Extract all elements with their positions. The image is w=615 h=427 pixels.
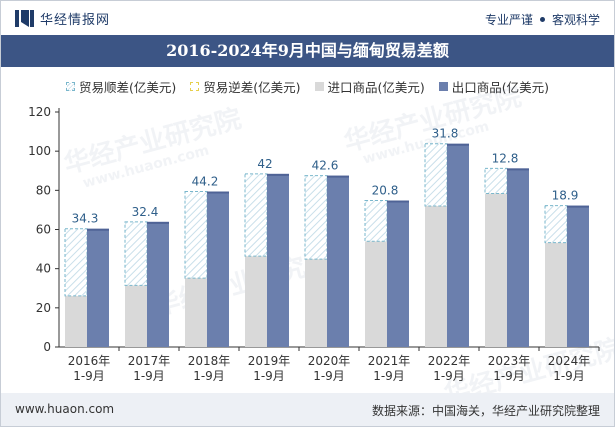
y-tick-label: 60 (36, 223, 51, 237)
footer-source: 数据来源：中国海关，华经产业研究院整理 (371, 404, 600, 418)
import-bar (485, 193, 507, 347)
title-bar: 2016-2024年9月中国与缅甸贸易差额 (1, 35, 614, 67)
surplus-data-label: 20.8 (372, 184, 399, 198)
legend-label-import: 进口商品(亿美元) (327, 79, 425, 95)
export-bar (507, 168, 529, 347)
x-tick-label: 1-9月 (553, 369, 585, 383)
tagline-dot-icon (539, 17, 545, 22)
export-bar (447, 143, 469, 347)
surplus-bar (184, 191, 208, 279)
x-tick-label: 1-9月 (73, 369, 105, 383)
export-bar (387, 200, 409, 347)
import-bar (545, 242, 567, 347)
y-tick-label: 0 (43, 340, 51, 354)
x-tick-label: 1-9月 (313, 369, 345, 383)
export-bar (267, 173, 289, 347)
x-tick-label: 1-9月 (193, 369, 225, 383)
y-tick-label: 100 (28, 144, 51, 158)
legend-swatch-surplus (65, 81, 75, 91)
surplus-bar (124, 221, 148, 286)
footer-url: www.huaon.com (15, 402, 115, 416)
export-bar (147, 221, 169, 347)
surplus-data-label: 18.9 (552, 189, 579, 203)
legend-swatch-export (438, 81, 448, 91)
surplus-data-label: 42.6 (312, 159, 339, 173)
import-bar (185, 278, 207, 347)
x-tick-label: 1-9月 (433, 369, 465, 383)
legend-swatch-import (314, 81, 324, 91)
brand: 华经情报网 (15, 9, 110, 28)
chart-legend: 贸易顺差(亿美元) 贸易逆差(亿美元) 进口商品(亿美元) 出口商品(亿美元) (1, 75, 614, 97)
footer: www.huaon.com 数据来源：中国海关，华经产业研究院整理 (1, 393, 614, 426)
surplus-bar (64, 228, 88, 297)
surplus-bar (544, 205, 568, 244)
import-bar (125, 285, 147, 347)
legend-item-export: 出口商品(亿美元) (438, 77, 550, 96)
legend-label-export: 出口商品(亿美元) (451, 79, 550, 95)
surplus-data-label: 44.2 (192, 175, 219, 189)
surplus-bar (484, 167, 508, 194)
y-tick-label: 40 (36, 262, 51, 276)
x-tick-label: 1-9月 (133, 369, 165, 383)
top-bar: 华经情报网 专业严谨 客观科学 (1, 1, 614, 35)
surplus-bar (364, 200, 388, 242)
surplus-data-label: 32.4 (132, 205, 159, 219)
x-tick-label: 2023年 (488, 354, 531, 368)
surplus-data-label: 12.8 (492, 151, 519, 165)
x-tick-label: 2020年 (308, 354, 351, 368)
y-tick-label: 120 (28, 105, 51, 119)
legend-item-surplus: 贸易顺差(亿美元) (65, 77, 177, 96)
import-bar (425, 206, 447, 347)
export-bar (207, 191, 229, 347)
y-tick-label: 80 (36, 183, 51, 197)
x-tick-label: 1-9月 (373, 369, 405, 383)
y-tick-label: 20 (36, 301, 51, 315)
chart-title: 2016-2024年9月中国与缅甸贸易差额 (166, 41, 449, 60)
import-bar (245, 256, 267, 347)
tagline-right: 客观科学 (551, 13, 600, 27)
surplus-bar (244, 173, 268, 257)
import-bar (365, 241, 387, 347)
legend-swatch-deficit (190, 81, 200, 91)
x-tick-label: 2016年 (68, 354, 111, 368)
import-bar (65, 295, 87, 347)
x-tick-label: 2022年 (428, 354, 471, 368)
x-tick-label: 1-9月 (253, 369, 285, 383)
surplus-data-label: 42 (257, 157, 272, 171)
huajing-logo-icon (15, 10, 34, 27)
bar-chart: 02040608010012034.32016年1-9月32.42017年1-9… (28, 105, 600, 383)
x-tick-label: 2024年 (548, 354, 591, 368)
x-tick-label: 2019年 (248, 354, 291, 368)
legend-label-surplus: 贸易顺差(亿美元) (78, 79, 177, 95)
import-bar (305, 259, 327, 347)
surplus-bar (304, 175, 328, 260)
surplus-data-label: 31.8 (432, 127, 459, 141)
tagline: 专业严谨 客观科学 (485, 11, 600, 28)
export-bar (87, 228, 109, 347)
export-bar (567, 205, 589, 347)
export-bar (327, 175, 349, 347)
surplus-bar (424, 143, 448, 207)
x-tick-label: 2018年 (188, 354, 231, 368)
legend-item-import: 进口商品(亿美元) (314, 77, 425, 96)
x-tick-label: 1-9月 (493, 369, 525, 383)
brand-name: 华经情报网 (40, 13, 111, 28)
x-tick-label: 2017年 (128, 354, 171, 368)
x-tick-label: 2021年 (368, 354, 411, 368)
legend-item-deficit: 贸易逆差(亿美元) (190, 77, 301, 96)
legend-label-deficit: 贸易逆差(亿美元) (203, 79, 301, 95)
tagline-left: 专业严谨 (484, 13, 533, 27)
surplus-data-label: 34.3 (72, 212, 99, 226)
